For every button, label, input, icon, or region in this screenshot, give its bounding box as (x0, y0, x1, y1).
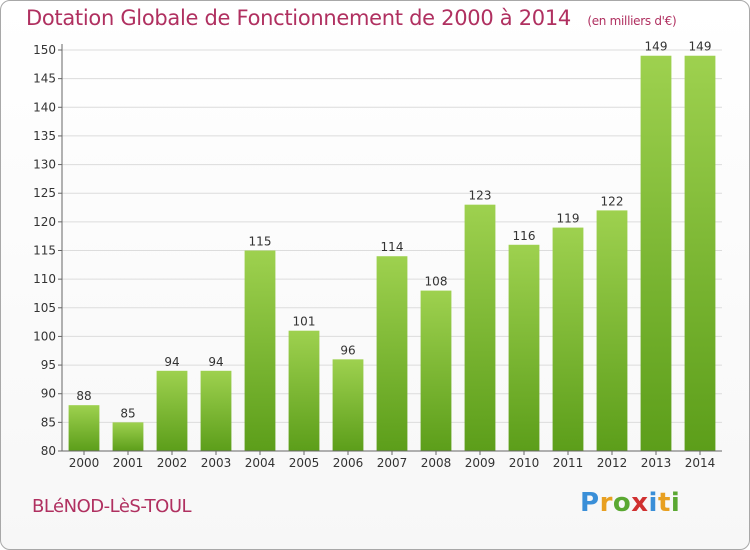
bar-2010 (508, 244, 540, 451)
bar-2012 (596, 210, 628, 451)
value-label-2006: 96 (340, 343, 355, 357)
y-tick-label: 80 (41, 444, 56, 458)
value-label-2003: 94 (208, 355, 223, 369)
bar-2001 (112, 422, 144, 451)
value-label-2014: 149 (689, 40, 712, 54)
bar-2008 (420, 290, 452, 451)
y-tick-label: 95 (41, 358, 56, 372)
chart-title: Dotation Globale de Fonctionnement de 20… (26, 6, 677, 30)
bar-2000 (68, 405, 100, 451)
logo-letter: P (580, 488, 600, 518)
x-tick-label-2007: 2007 (377, 456, 408, 470)
x-tick-label-2003: 2003 (201, 456, 232, 470)
y-tick-label: 115 (33, 244, 56, 258)
y-tick-label: 150 (33, 43, 56, 57)
commune-name: BLéNOD-LèS-TOUL (32, 496, 192, 517)
logo-letter: x (631, 488, 649, 518)
bar-2007 (376, 256, 408, 451)
x-tick-label-2008: 2008 (421, 456, 452, 470)
x-tick-label-2006: 2006 (333, 456, 364, 470)
value-label-2011: 119 (557, 212, 580, 226)
x-tick-label-2010: 2010 (509, 456, 540, 470)
value-label-2002: 94 (164, 355, 179, 369)
x-tick-label-2001: 2001 (113, 456, 144, 470)
y-tick-label: 120 (33, 215, 56, 229)
bar-2002 (156, 370, 188, 451)
bar-2003 (200, 370, 232, 451)
logo-letter: r (599, 488, 613, 518)
bars: 88 85 94 94 115 101 96 114 108 123 116 119 122 149 149 (68, 40, 716, 451)
logo-letter: i (648, 488, 658, 518)
bar-2006 (332, 359, 364, 451)
value-label-2010: 116 (513, 229, 536, 243)
y-tick-label: 90 (41, 387, 56, 401)
y-tick-label: 110 (33, 272, 56, 286)
y-tick-label: 105 (33, 301, 56, 315)
y-tick-label: 135 (33, 129, 56, 143)
value-label-2005: 101 (293, 315, 316, 329)
x-tick-label-2005: 2005 (289, 456, 320, 470)
value-label-2000: 88 (76, 389, 91, 403)
value-label-2007: 114 (381, 240, 404, 254)
logo-letter: o (612, 488, 632, 518)
y-tick-label: 145 (33, 72, 56, 86)
value-label-2008: 108 (425, 275, 448, 289)
proxiti-logo: Proxiti (580, 488, 680, 518)
y-tick-label: 85 (41, 415, 56, 429)
bar-2005 (288, 330, 320, 451)
bar-2011 (552, 227, 584, 451)
chart-subtitle: (en milliers d'€) (587, 14, 677, 28)
bar-2013 (640, 55, 672, 451)
y-tick-label: 140 (33, 100, 56, 114)
axes: 80 85 90 95 100 105 110 115 120 125 130 135 140 145 15… (33, 43, 722, 470)
y-tick-label: 100 (33, 329, 56, 343)
chart-title-text: Dotation Globale de Fonctionnement de 20… (26, 6, 571, 30)
x-tick-label-2002: 2002 (157, 456, 188, 470)
y-tick-label: 125 (33, 186, 56, 200)
x-tick-label-2013: 2013 (641, 456, 672, 470)
value-label-2001: 85 (120, 406, 135, 420)
bar-2004 (244, 250, 276, 451)
x-tick-label-2012: 2012 (597, 456, 628, 470)
x-tick-label-2000: 2000 (69, 456, 100, 470)
x-tick-label-2011: 2011 (553, 456, 584, 470)
logo-letter: i (670, 488, 681, 518)
x-tick-label-2014: 2014 (685, 456, 716, 470)
value-label-2009: 123 (469, 189, 492, 203)
bar-2009 (464, 204, 496, 451)
bar-2014 (684, 55, 716, 451)
value-label-2004: 115 (249, 235, 272, 249)
logo-letter: t (657, 488, 671, 518)
x-tick-label-2004: 2004 (245, 456, 276, 470)
y-tick-label: 130 (33, 158, 56, 172)
value-label-2012: 122 (601, 194, 624, 208)
value-label-2013: 149 (645, 40, 668, 54)
x-tick-label-2009: 2009 (465, 456, 496, 470)
